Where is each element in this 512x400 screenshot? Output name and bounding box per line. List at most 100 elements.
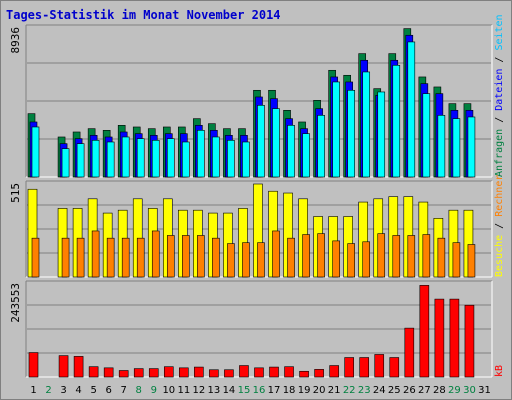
- bar-seiten-day-29: [452, 118, 461, 178]
- bar-kb-day-26: [404, 327, 415, 378]
- bar-seiten-day-21: [332, 81, 340, 178]
- bar-seiten-day-3: [61, 148, 70, 178]
- bar-kb-day-30: [464, 304, 475, 378]
- x-tick-label-day-2: 2: [45, 385, 51, 396]
- bar-seiten-day-15: [242, 141, 250, 178]
- bar-rechner-day-18: [287, 237, 295, 278]
- bar-seiten-day-16: [257, 105, 265, 178]
- bar-seiten-day-24: [377, 91, 386, 178]
- legend-top-series-part-1: /: [494, 111, 505, 129]
- bar-kb-day-11: [179, 367, 189, 378]
- bar-kb-day-16: [254, 367, 264, 378]
- x-tick-label-day-19: 19: [298, 385, 311, 396]
- bar-kb-day-28: [434, 298, 445, 378]
- x-tick-label-day-23: 23: [358, 385, 371, 396]
- bar-kb-day-24: [374, 354, 385, 378]
- bar-kb-day-7: [118, 370, 129, 378]
- bar-rechner-day-10: [166, 235, 175, 278]
- bar-seiten-day-4: [76, 143, 85, 178]
- legend-bottom-series-part-0: kB: [494, 365, 505, 377]
- bar-kb-day-17: [269, 366, 279, 378]
- x-tick-label-day-9: 9: [151, 385, 157, 396]
- bar-rechner-day-14: [227, 243, 235, 278]
- legend-top-series-part-4: Seiten: [494, 14, 505, 50]
- x-tick-label-day-28: 28: [433, 385, 446, 396]
- x-tick-label-day-8: 8: [136, 385, 142, 396]
- panel-3-ymax-label: 243553: [9, 283, 22, 323]
- bar-rechner-day-24: [377, 233, 386, 278]
- bar-kb-day-22: [344, 357, 354, 378]
- bar-kb-day-1: [28, 352, 39, 378]
- bar-seiten-day-30: [467, 116, 476, 178]
- bar-kb-day-8: [133, 368, 144, 378]
- bar-seiten-day-10: [166, 138, 175, 178]
- bar-seiten-day-20: [317, 115, 325, 178]
- bar-kb-day-29: [449, 298, 460, 378]
- bar-kb-day-14: [224, 369, 234, 378]
- bar-rechner-day-8: [136, 237, 145, 278]
- x-tick-label-day-16: 16: [253, 385, 266, 396]
- bar-seiten-day-12: [197, 130, 205, 178]
- x-tick-label-day-31: 31: [478, 385, 491, 396]
- bar-kb-day-19: [299, 370, 309, 378]
- x-tick-label-day-21: 21: [328, 385, 341, 396]
- bar-kb-day-9: [148, 368, 159, 378]
- bar-rechner-day-28: [437, 237, 446, 278]
- x-tick-label-day-14: 14: [223, 385, 236, 396]
- x-tick-label-day-6: 6: [105, 385, 111, 396]
- bar-kb-day-15: [239, 365, 249, 378]
- bar-rechner-day-4: [76, 237, 85, 278]
- x-tick-label-day-3: 3: [60, 385, 66, 396]
- legend-top-series-part-3: /: [494, 51, 505, 69]
- bar-rechner-day-1: [31, 237, 40, 278]
- bar-rechner-day-13: [212, 237, 220, 278]
- bar-seiten-day-11: [182, 141, 190, 178]
- bar-rechner-day-21: [332, 240, 340, 278]
- bar-kb-day-4: [73, 356, 84, 378]
- bar-rechner-day-5: [91, 230, 100, 278]
- bar-rechner-day-22: [347, 243, 355, 278]
- bar-rechner-day-23: [362, 241, 371, 278]
- x-tick-label-day-15: 15: [238, 385, 251, 396]
- bar-rechner-day-12: [197, 235, 205, 278]
- legend-top-series: Anfragen / Dateien / Seiten: [494, 14, 505, 177]
- bar-rechner-day-3: [61, 237, 70, 278]
- bar-rechner-day-17: [272, 230, 280, 278]
- x-tick-label-day-5: 5: [90, 385, 96, 396]
- bar-seiten-day-22: [347, 89, 355, 178]
- bar-seiten-day-25: [392, 64, 401, 178]
- bar-rechner-day-26: [407, 235, 416, 278]
- bar-rechner-day-11: [182, 235, 190, 278]
- bar-seiten-day-27: [422, 93, 431, 178]
- legend-middle-series: Besuche / Rechner: [494, 175, 505, 277]
- bar-seiten-day-19: [302, 133, 310, 178]
- legend-middle-series-part-1: /: [494, 217, 505, 235]
- x-tick-label-day-22: 22: [343, 385, 356, 396]
- bar-kb-day-3: [58, 355, 69, 378]
- bar-kb-day-21: [329, 365, 339, 378]
- bar-rechner-day-6: [106, 237, 115, 278]
- bar-kb-day-6: [103, 367, 114, 378]
- bar-kb-day-13: [209, 369, 219, 378]
- x-tick-label-day-4: 4: [75, 385, 81, 396]
- bar-seiten-day-18: [287, 125, 295, 178]
- bar-rechner-day-30: [467, 244, 476, 278]
- bar-seiten-day-13: [212, 136, 220, 178]
- bar-kb-day-25: [389, 357, 400, 378]
- x-tick-label-day-18: 18: [283, 385, 296, 396]
- x-tick-label-day-25: 25: [388, 385, 401, 396]
- bar-rechner-day-15: [242, 242, 250, 278]
- bar-rechner-day-27: [422, 234, 431, 278]
- bar-seiten-day-9: [151, 140, 160, 178]
- x-tick-label-day-26: 26: [403, 385, 416, 396]
- bar-kb-day-23: [359, 357, 370, 378]
- legend-bottom-series: kB: [494, 365, 505, 377]
- bar-seiten-day-1: [31, 126, 40, 178]
- x-tick-label-day-20: 20: [313, 385, 326, 396]
- legend-top-series-part-0: Anfragen: [494, 129, 505, 177]
- bar-kb-day-18: [284, 366, 294, 378]
- bar-seiten-day-26: [407, 41, 416, 178]
- x-tick-label-day-29: 29: [448, 385, 461, 396]
- bar-rechner-day-9: [151, 230, 160, 278]
